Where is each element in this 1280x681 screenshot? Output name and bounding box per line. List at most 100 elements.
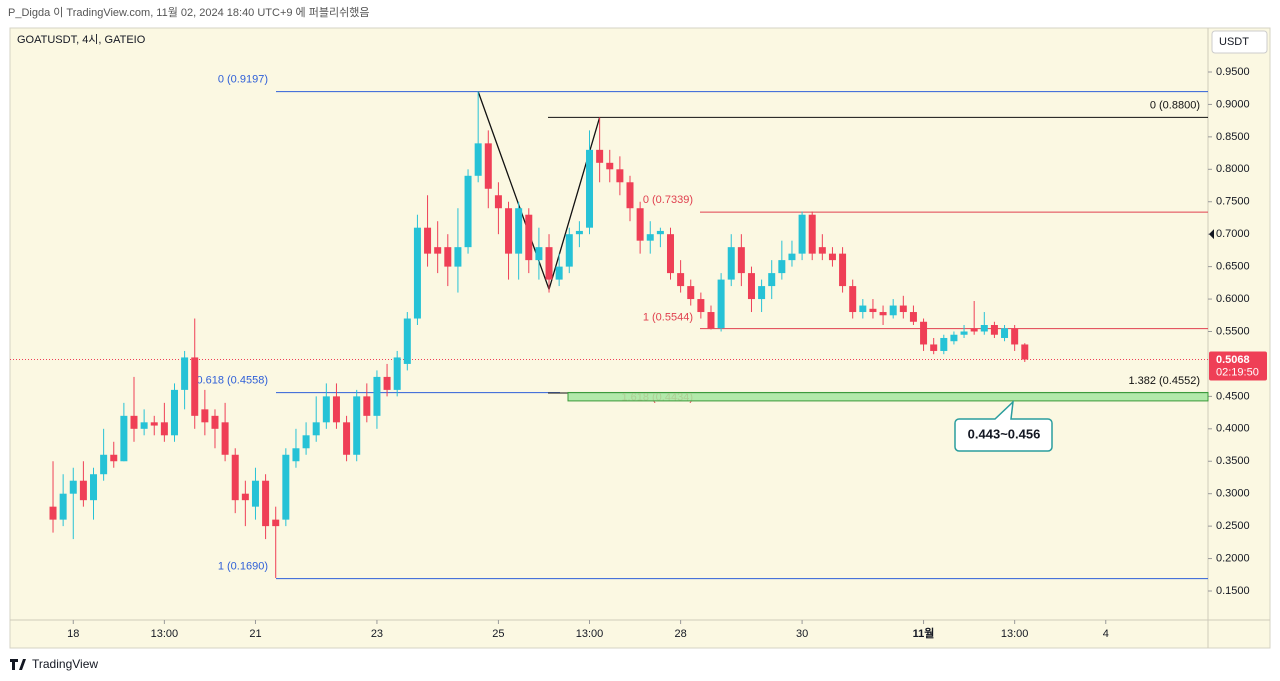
y-tick-label: 0.5500 xyxy=(1216,325,1250,337)
candle-body xyxy=(373,376,381,416)
candle-body xyxy=(181,357,189,390)
candle-body xyxy=(241,493,249,501)
candle-body xyxy=(828,253,836,261)
axis-unit: USDT xyxy=(1219,36,1249,48)
candle-body xyxy=(413,227,421,319)
y-tick-label: 0.7500 xyxy=(1216,196,1250,208)
candle-body xyxy=(302,435,310,449)
fib-label: 1 (0.1690) xyxy=(218,561,268,573)
candle-body xyxy=(191,357,199,416)
chart-background xyxy=(9,27,1271,649)
candle-body xyxy=(59,493,67,520)
x-tick-label: 13:00 xyxy=(151,628,179,640)
x-tick-label: 23 xyxy=(371,628,383,640)
candle-body xyxy=(231,454,239,501)
candle-body xyxy=(444,247,452,267)
candle-body xyxy=(950,334,958,342)
candle-body xyxy=(677,273,685,287)
candle-body xyxy=(211,415,219,429)
candle-body xyxy=(1001,328,1009,338)
candle-body xyxy=(717,279,725,329)
x-tick-label: 13:00 xyxy=(576,628,604,640)
candle-body xyxy=(768,273,776,287)
candle-body xyxy=(474,143,482,176)
footer-logo: TradingView xyxy=(10,657,98,671)
y-tick-label: 0.4000 xyxy=(1216,423,1250,435)
candle-body xyxy=(343,422,351,455)
price-tag xyxy=(1209,351,1267,381)
y-tick-label: 0.3500 xyxy=(1216,455,1250,467)
x-tick-label: 18 xyxy=(67,628,79,640)
x-tick-label: 28 xyxy=(674,628,686,640)
candle-body xyxy=(130,415,138,429)
candle-body xyxy=(778,260,786,274)
candle-body xyxy=(909,312,917,322)
candle-body xyxy=(737,247,745,274)
candle-body xyxy=(798,214,806,254)
y-tick-label: 0.1500 xyxy=(1216,585,1250,597)
candle-body xyxy=(636,208,644,241)
candle-body xyxy=(980,325,988,332)
candle-body xyxy=(353,396,361,455)
y-tick-label: 0.4500 xyxy=(1216,390,1250,402)
y-tick-label: 0.6500 xyxy=(1216,261,1250,273)
candle-body xyxy=(79,480,87,501)
candle-body xyxy=(930,344,938,351)
candle-body xyxy=(586,149,594,228)
candle-body xyxy=(201,409,209,423)
candle-body xyxy=(707,312,715,329)
x-tick-label: 21 xyxy=(249,628,261,640)
candle-body xyxy=(899,305,907,313)
y-tick-label: 0.8000 xyxy=(1216,163,1250,175)
candle-body xyxy=(869,308,877,313)
fib-label: 0 (0.9197) xyxy=(218,74,268,86)
candle-body xyxy=(596,149,604,163)
candle-body xyxy=(920,321,928,345)
candle-body xyxy=(970,328,978,332)
candle-body xyxy=(616,169,624,183)
candle-body xyxy=(49,506,57,520)
candle-body xyxy=(434,247,442,254)
y-tick-label: 0.7000 xyxy=(1216,228,1250,240)
candle-body xyxy=(100,454,108,475)
candle-body xyxy=(424,227,432,254)
x-tick-label: 4 xyxy=(1103,628,1109,640)
candle-body xyxy=(656,230,664,235)
candle-body xyxy=(727,247,735,280)
price-tag-value: 0.5068 xyxy=(1216,354,1250,366)
candle-body xyxy=(990,325,998,335)
candle-body xyxy=(839,253,847,287)
y-tick-label: 0.9500 xyxy=(1216,66,1250,78)
candle-body xyxy=(1021,344,1029,360)
candle-body xyxy=(110,454,118,462)
candle-body xyxy=(555,266,563,280)
candle-body xyxy=(859,305,867,313)
y-tick-label: 0.2500 xyxy=(1216,520,1250,532)
target-zone xyxy=(567,391,1209,402)
candle-body xyxy=(889,305,897,316)
unit-box xyxy=(1211,30,1268,54)
header: P_Digda 이 TradingView.com, 11월 02, 2024 … xyxy=(8,6,369,19)
y-tick-label: 0.6000 xyxy=(1216,293,1250,305)
x-tick-label: 30 xyxy=(796,628,808,640)
candle-body xyxy=(282,454,290,520)
candle-body xyxy=(363,396,371,416)
candle-body xyxy=(484,143,492,189)
logo-icon xyxy=(10,659,26,670)
candle-body xyxy=(808,214,816,254)
candle-body xyxy=(312,422,320,436)
candle-body xyxy=(505,208,513,254)
candle-body xyxy=(697,299,705,313)
y-tick-label: 0.2000 xyxy=(1216,552,1250,564)
x-tick-label: 13:00 xyxy=(1001,628,1029,640)
callout-box xyxy=(954,400,1053,452)
candle-body xyxy=(262,480,270,527)
fib-label: 0 (0.7339) xyxy=(643,194,693,206)
y-tick-label: 0.3000 xyxy=(1216,488,1250,500)
symbol: GOATUSDT, 4시, GATEIO xyxy=(17,34,146,46)
candle-body xyxy=(666,234,674,274)
candle-body xyxy=(322,396,330,423)
footer-text: TradingView xyxy=(32,657,98,671)
candle-body xyxy=(747,273,755,300)
candle-body xyxy=(292,448,300,462)
